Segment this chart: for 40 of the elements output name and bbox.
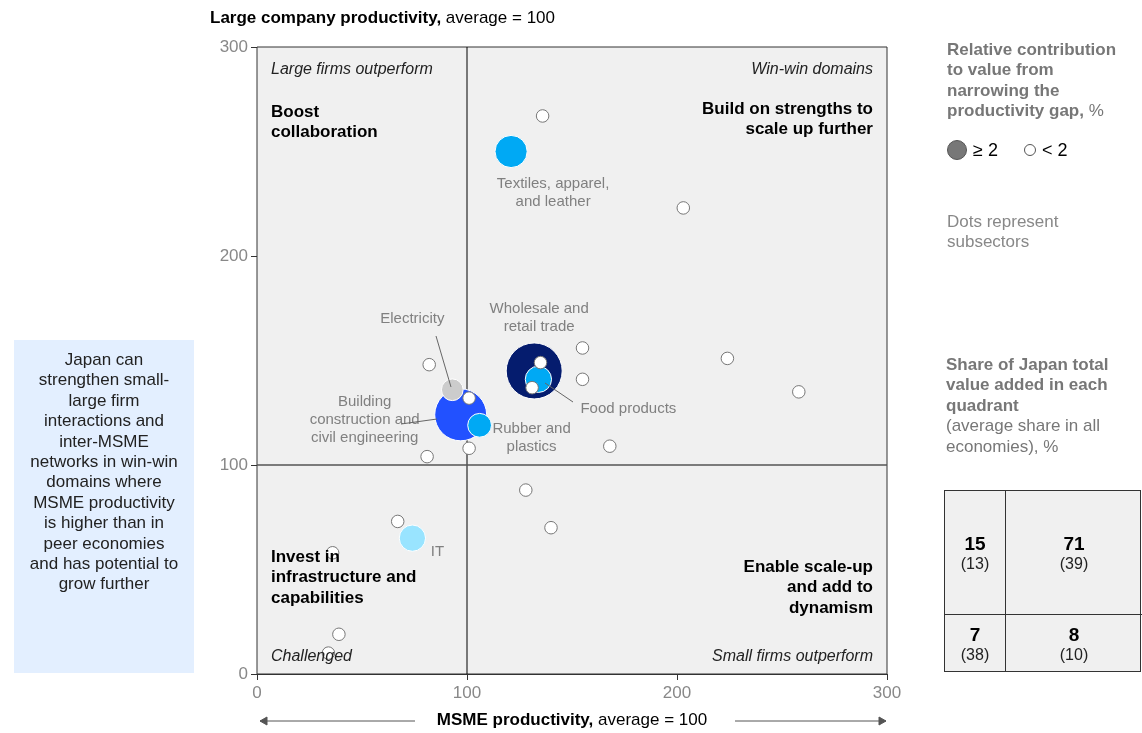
text: Share of Japan total value added in each quadrant <box>946 355 1109 415</box>
text: 15 <box>964 532 986 555</box>
y-tick-label: 200 <box>219 245 248 265</box>
text: 71 <box>1063 532 1085 555</box>
legend-title: Relative contribution to value from narrowing the productivity gap, % <box>947 40 1117 121</box>
text: (38) <box>960 645 990 664</box>
annotation: Win-win domains <box>751 59 873 79</box>
text: (average share in all economies), % <box>946 416 1102 457</box>
annotation: Food products <box>579 399 678 418</box>
annotation: Rubber and plastics <box>491 419 572 456</box>
text: < 2 <box>1041 139 1068 162</box>
text: Japan can strengthen small-large firm interactions and inter-MSME networks in win-win domains where MSME productivity is higher than in peer economies and has potential to grow further <box>29 350 179 594</box>
text: ≥ 2 <box>973 139 998 162</box>
y-tick-label: 100 <box>219 454 248 474</box>
annotation: Small firms outperform <box>712 646 873 666</box>
annotation: Large firms outperform <box>271 59 433 79</box>
text: 7 <box>969 623 981 646</box>
annotation: Wholesale and retail trade <box>488 298 590 335</box>
text: 8 <box>1068 623 1080 646</box>
annotation: Invest in infrastructure and capabilities <box>271 547 418 609</box>
text: Dots represent subsectors <box>947 212 1060 253</box>
y-tick-label: 0 <box>238 663 248 683</box>
annotation: Building construction and civil engineering <box>308 391 421 446</box>
annotation: Build on strengths to scale up further <box>701 99 873 140</box>
x-tick-label: 0 <box>252 682 262 702</box>
annotation: Textiles, apparel, and leather <box>495 173 611 210</box>
x-tick-label: 300 <box>872 682 902 702</box>
text: (13) <box>960 554 990 573</box>
annotation: Challenged <box>271 646 352 666</box>
annotation: Electricity <box>379 308 446 327</box>
y-axis-title: Large company productivity, average = 100 <box>210 8 556 27</box>
text: (39) <box>1059 554 1089 573</box>
x-tick-label: 100 <box>452 682 482 702</box>
annotation: Enable scale-up and add to dynamism <box>742 557 873 619</box>
y-tick-label: 300 <box>219 36 248 56</box>
annotation: Boost collaboration <box>271 102 379 143</box>
annotation: IT <box>429 542 446 561</box>
x-tick-label: 200 <box>662 682 692 702</box>
x-axis-title: MSME productivity, average = 100 <box>436 710 708 729</box>
text: (10) <box>1059 645 1089 664</box>
